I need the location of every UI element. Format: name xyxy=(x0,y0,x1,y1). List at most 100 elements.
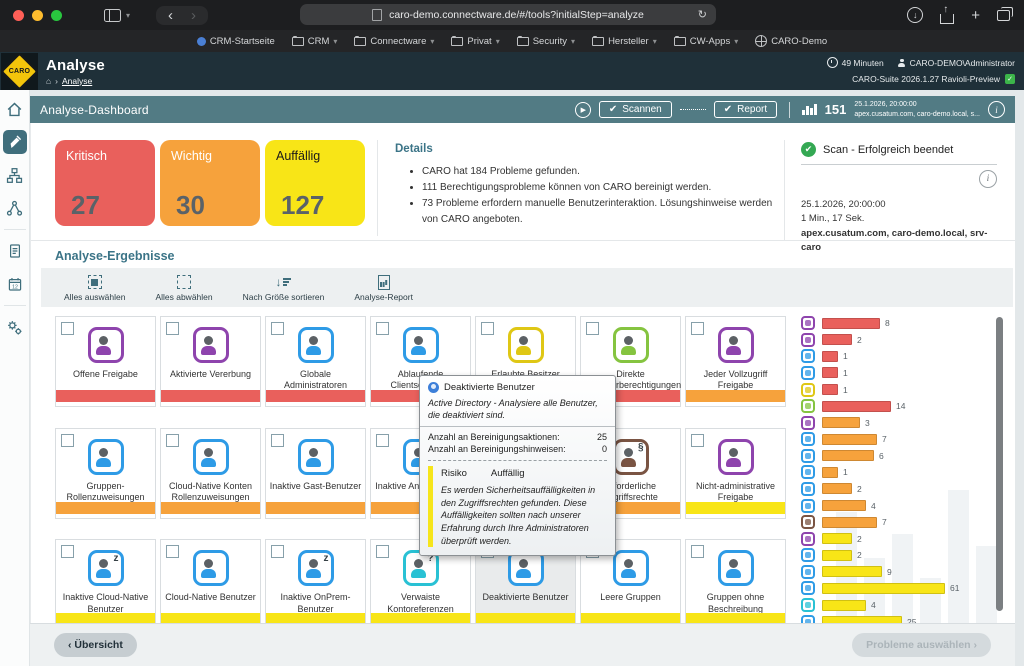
back-button[interactable]: ‹ xyxy=(168,6,174,24)
tile-verwaiste-kontoreferenzen[interactable]: ? Verwaiste Kontoreferenzen xyxy=(370,539,471,623)
bookmark-crm[interactable]: CRM ▾ xyxy=(291,35,337,47)
chart-row-erlaubte-besitzer[interactable]: 1 xyxy=(801,382,1015,397)
sidebar-item-hierarchy-icon[interactable] xyxy=(3,163,27,187)
chart-row-erforderliche-zugriffsrechte[interactable]: 7 xyxy=(801,515,1015,530)
tile-checkbox[interactable] xyxy=(166,433,179,447)
sidebar-chevron-icon[interactable]: ▾ xyxy=(126,10,131,20)
chart-row-globale-administratoren[interactable]: 1 xyxy=(801,349,1015,364)
bookmark-security[interactable]: Security ▾ xyxy=(516,35,575,47)
tile-checkbox[interactable] xyxy=(61,322,74,335)
chart-row-inaktive-onprem-benutzer[interactable]: 61 xyxy=(801,581,1015,596)
chart-row-inaktive-gast-benutzer[interactable]: 1 xyxy=(801,465,1015,480)
tile-checkbox[interactable] xyxy=(691,545,704,559)
close-window-button[interactable] xyxy=(13,9,24,21)
forward-button[interactable]: › xyxy=(191,6,197,24)
overview-button[interactable]: ‹ Übersicht xyxy=(54,633,137,657)
bookmark-cw-apps[interactable]: CW-Apps ▾ xyxy=(673,35,738,47)
tile-checkbox[interactable] xyxy=(376,322,389,335)
sidebar-item-network-icon[interactable] xyxy=(3,196,27,220)
report-button[interactable]: ✔ Report xyxy=(713,101,778,118)
chart-row-cloud-native-konten-rollenzuweisungen[interactable]: 6 xyxy=(801,448,1015,463)
action-alles-auswählen[interactable]: Alles auswählen xyxy=(51,275,138,302)
tile-checkbox[interactable] xyxy=(61,545,74,559)
tile-direkte-benutzerberechtigungen[interactable]: Direkte Benutzerberechtigungen xyxy=(580,316,681,407)
minimize-window-button[interactable] xyxy=(32,9,43,21)
breadcrumb-link[interactable]: Analyse xyxy=(61,75,93,86)
chart-row-item[interactable]: 4 xyxy=(801,498,1015,513)
severity-card-kritisch[interactable]: Kritisch 27 xyxy=(55,140,155,226)
chart-row-ablaufende-clientschlüssel[interactable]: 1 xyxy=(801,365,1015,380)
tile-checkbox[interactable] xyxy=(166,545,179,559)
folder-icon xyxy=(673,35,686,46)
chart-row-inaktive-anwendungen[interactable]: 2 xyxy=(801,481,1015,496)
tile-checkbox[interactable] xyxy=(271,322,284,335)
tile-aktivierte-vererbung[interactable]: Aktivierte Vererbung xyxy=(160,316,261,407)
scan-button[interactable]: ✔ Scannen xyxy=(598,101,672,118)
chart-row-aktivierte-vererbung[interactable]: 2 xyxy=(801,332,1015,347)
info-icon[interactable]: i xyxy=(988,101,1005,118)
sidebar-item-broom-icon[interactable] xyxy=(2,130,27,154)
tile-checkbox[interactable] xyxy=(691,322,704,335)
sidebar-item-calendar-icon[interactable]: 12 xyxy=(3,272,27,296)
zoom-window-button[interactable] xyxy=(51,9,62,21)
tile-checkbox[interactable] xyxy=(271,433,284,447)
tile-inaktive-gast-benutzer[interactable]: Inaktive Gast-Benutzer xyxy=(265,427,366,519)
bookmark-hersteller[interactable]: Hersteller ▾ xyxy=(592,35,657,47)
share-icon[interactable]: ↑ xyxy=(940,4,955,24)
bookmark-crm-startseite[interactable]: CRM-Startseite xyxy=(196,36,275,47)
chart-row-offene-freigabe[interactable]: 8 xyxy=(801,316,1015,331)
tile-gruppen-ohne-beschreibung[interactable]: Gruppen ohne Beschreibung xyxy=(685,539,786,623)
tile-cloud-native-benutzer[interactable]: Cloud-Native Benutzer xyxy=(160,539,261,623)
current-user[interactable]: CARO-DEMO\Administrator xyxy=(898,58,1015,68)
chart-row-deaktivierte-benutzer[interactable]: 25 xyxy=(801,614,1015,623)
tile-checkbox[interactable] xyxy=(376,545,389,559)
tile-cloud-native-konten-rollenzuweisungen[interactable]: Cloud-Native Konten Rollenzuweisungen xyxy=(160,427,261,519)
chart-row-gruppen-rollenzuweisungen[interactable]: 7 xyxy=(801,432,1015,447)
chart-row-verwaiste-kontoreferenzen[interactable]: 4 xyxy=(801,598,1015,613)
tile-label: Aktivierte Vererbung xyxy=(169,369,252,379)
select-problems-button[interactable]: Probleme auswählen › xyxy=(852,633,991,657)
tile-nicht-administrative-freigabe[interactable]: Nicht-administrative Freigabe xyxy=(685,427,786,519)
play-icon[interactable]: ▶ xyxy=(574,101,591,118)
chart-bar xyxy=(822,417,860,429)
tile-inaktive-cloud-native-benutzer[interactable]: z Inaktive Cloud-Native Benutzer xyxy=(55,539,156,623)
svg-text:12: 12 xyxy=(12,284,18,290)
tile-checkbox[interactable] xyxy=(691,433,704,447)
chart-row-nicht-administrative-freigabe[interactable]: 2 xyxy=(801,531,1015,546)
tile-globale-administratoren[interactable]: Globale Administratoren xyxy=(265,316,366,407)
chart-row-cloud-native-benutzer[interactable]: 9 xyxy=(801,564,1015,579)
sidebar-item-home-icon[interactable] xyxy=(3,97,27,121)
chart-row-direkte-benutzerberechtigungen[interactable]: 14 xyxy=(801,399,1015,414)
new-tab-icon[interactable]: + xyxy=(971,6,980,24)
tile-checkbox[interactable] xyxy=(586,322,599,335)
action-analyse-report[interactable]: Analyse-Report xyxy=(341,274,426,302)
sidebar-item-gears-icon[interactable] xyxy=(3,315,27,339)
tile-checkbox[interactable] xyxy=(376,433,389,447)
tile-offene-freigabe[interactable]: Offene Freigabe xyxy=(55,316,156,407)
tile-inaktive-onprem-benutzer[interactable]: z Inaktive OnPrem-Benutzer xyxy=(265,539,366,623)
sidebar-item-document-icon[interactable] xyxy=(3,239,27,263)
tile-checkbox[interactable] xyxy=(481,322,494,335)
bookmark-caro-demo[interactable]: CARO-Demo xyxy=(755,35,827,47)
results-scrollbar[interactable] xyxy=(996,317,1003,611)
tile-jeder-vollzugriff-freigabe[interactable]: Jeder Vollzugriff Freigabe xyxy=(685,316,786,407)
bookmark-privat[interactable]: Privat ▾ xyxy=(451,35,500,47)
tile-checkbox[interactable] xyxy=(166,322,179,335)
reload-icon[interactable]: ↻ xyxy=(697,9,707,21)
address-bar[interactable]: caro-demo.connectware.de/#/tools?initial… xyxy=(300,4,716,25)
chart-row-jeder-vollzugriff-freigabe[interactable]: 3 xyxy=(801,415,1015,430)
tile-checkbox[interactable] xyxy=(271,545,284,559)
tab-overview-icon[interactable] xyxy=(997,6,1013,21)
action-alles-abwählen[interactable]: Alles abwählen xyxy=(142,275,225,302)
downloads-icon[interactable]: ↓ xyxy=(907,7,924,23)
tile-gruppen-rollenzuweisungen[interactable]: Gruppen-Rollenzuweisungen xyxy=(55,427,156,519)
tile-checkbox[interactable] xyxy=(61,433,74,447)
sidebar-toggle-icon[interactable] xyxy=(104,8,121,22)
info-icon[interactable]: i xyxy=(979,170,997,188)
bookmark-connectware[interactable]: Connectware ▾ xyxy=(354,35,434,47)
severity-card-auffällig[interactable]: Auffällig 127 xyxy=(265,140,365,226)
action-nach-größe-sortieren[interactable]: ↓ Nach Größe sortieren xyxy=(230,275,338,302)
home-icon[interactable]: ⌂ xyxy=(46,75,52,86)
chart-row-inaktive-cloud-native-benutzer[interactable]: 2 xyxy=(801,548,1015,563)
severity-card-wichtig[interactable]: Wichtig 30 xyxy=(160,140,260,226)
